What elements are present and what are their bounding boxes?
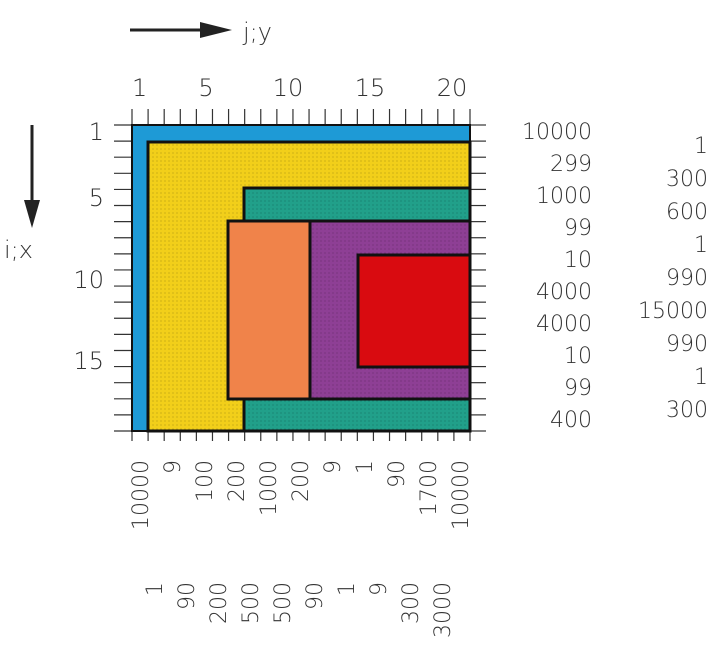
row-value: 99	[564, 376, 592, 401]
column-value: 10000	[129, 460, 154, 530]
row-value: 10	[564, 248, 592, 273]
column-value-secondary: 500	[239, 582, 264, 624]
row-value-secondary: 15000	[638, 299, 708, 324]
column-value: 1000	[257, 460, 282, 516]
column-value: 10000	[449, 460, 474, 530]
top-tick-15: 15	[355, 74, 386, 102]
row-value: 1000	[536, 184, 592, 209]
region-red	[356, 253, 472, 369]
top-tick-1: 1	[132, 74, 147, 102]
column-value-secondary: 500	[271, 582, 296, 624]
column-value-secondary: 3000	[431, 582, 456, 638]
row-value-secondary: 300	[666, 167, 708, 192]
column-value-secondary: 300	[399, 582, 424, 624]
column-value: 1	[353, 460, 378, 474]
left-tick-10: 10	[73, 266, 104, 294]
row-value-secondary: 1	[694, 233, 708, 258]
column-value: 200	[289, 460, 314, 502]
column-value-secondary: 90	[303, 582, 328, 610]
right-values-col2: 1 300 600 1 990 15000 990 1 300	[638, 134, 708, 423]
column-value-secondary: 1	[143, 582, 168, 596]
column-value: 1700	[417, 460, 442, 516]
i-axis-label: i;x	[4, 236, 33, 264]
column-value: 100	[193, 460, 218, 502]
row-value-secondary: 990	[666, 266, 708, 291]
column-value: 9	[321, 460, 346, 474]
right-values-col1: 10000 299 1000 99 10 4000 4000 10 99 400	[522, 120, 592, 433]
region-orange	[226, 219, 312, 401]
j-axis-label: j;y	[242, 18, 272, 46]
row-value: 10000	[522, 120, 592, 145]
row-value-secondary: 1	[694, 365, 708, 390]
bottom-values-row2: 1 90 200 500 500 90 1 9 300 3000	[143, 582, 456, 638]
row-value: 299	[550, 152, 592, 177]
column-value: 9	[161, 460, 186, 474]
i-direction-arrow	[24, 125, 40, 228]
j-direction-arrow	[130, 22, 232, 38]
column-value-secondary: 9	[367, 582, 392, 596]
column-value: 200	[225, 460, 250, 502]
row-value: 4000	[536, 312, 592, 337]
row-value-secondary: 300	[666, 398, 708, 423]
column-value: 90	[385, 460, 410, 488]
left-tick-5: 5	[89, 184, 104, 212]
left-tick-15: 15	[73, 347, 104, 375]
bottom-values-row1: 10000 9 100 200 1000 200 9 1 90 1700 100…	[129, 460, 474, 530]
column-value-secondary: 1	[335, 582, 360, 596]
tick-marks	[114, 109, 486, 441]
row-value-secondary: 990	[666, 332, 708, 357]
grid-border	[131, 124, 471, 432]
row-value: 4000	[536, 280, 592, 305]
row-value: 99	[564, 216, 592, 241]
top-tick-5: 5	[198, 74, 213, 102]
regions	[131, 124, 472, 433]
row-value-secondary: 600	[666, 200, 708, 225]
column-value-secondary: 90	[175, 582, 200, 610]
left-tick-1: 1	[89, 118, 104, 146]
top-tick-10: 10	[273, 74, 304, 102]
row-value: 10	[564, 344, 592, 369]
top-tick-20: 20	[437, 74, 468, 102]
row-value-secondary: 1	[694, 134, 708, 159]
row-value: 400	[550, 408, 592, 433]
column-value-secondary: 200	[207, 582, 232, 624]
